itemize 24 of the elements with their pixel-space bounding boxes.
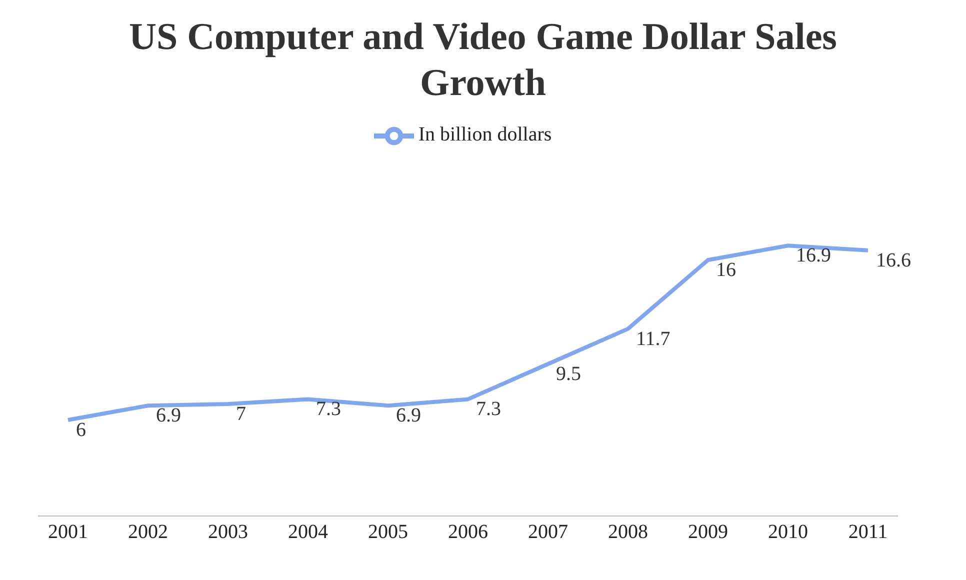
x-tick-label: 2007 xyxy=(528,521,568,544)
x-tick-label: 2004 xyxy=(288,521,328,544)
x-tick-label: 2006 xyxy=(448,521,488,544)
data-label: 16 xyxy=(716,259,736,281)
x-tick-label: 2010 xyxy=(768,521,808,544)
legend-label: In billion dollars xyxy=(418,124,552,146)
data-label: 16.9 xyxy=(796,244,831,267)
data-label: 7 xyxy=(236,403,246,425)
data-label: 6.9 xyxy=(396,404,421,427)
x-tick-label: 2008 xyxy=(608,521,648,544)
x-tick-label: 2005 xyxy=(368,521,408,544)
data-label: 7.3 xyxy=(316,398,341,420)
chart-title: US Computer and Video Game Dollar Sales Growth xyxy=(128,15,838,106)
data-label: 6.9 xyxy=(156,404,181,427)
x-tick-label: 2001 xyxy=(48,521,88,544)
data-label: 9.5 xyxy=(556,363,581,385)
data-label: 6 xyxy=(76,419,86,441)
data-label: 16.6 xyxy=(876,249,911,272)
x-tick-label: 2009 xyxy=(688,521,728,544)
x-tick-label: 2011 xyxy=(848,521,888,544)
x-tick-label: 2002 xyxy=(128,521,168,544)
x-tick-label: 2003 xyxy=(208,521,248,544)
data-label: 7.3 xyxy=(476,398,501,420)
data-label: 11.7 xyxy=(636,328,670,350)
